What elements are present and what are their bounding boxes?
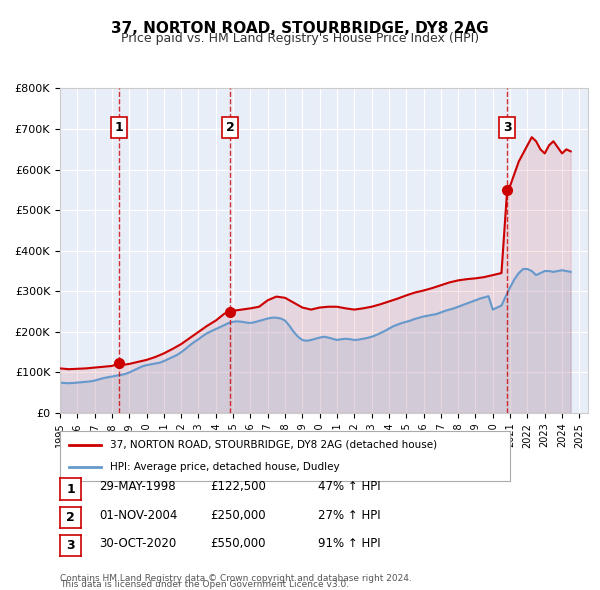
Text: 2: 2 — [226, 121, 235, 134]
Text: 29-MAY-1998: 29-MAY-1998 — [99, 480, 176, 493]
Text: 1: 1 — [115, 121, 124, 134]
Text: 1: 1 — [66, 483, 75, 496]
Text: 37, NORTON ROAD, STOURBRIDGE, DY8 2AG: 37, NORTON ROAD, STOURBRIDGE, DY8 2AG — [111, 21, 489, 35]
Text: £250,000: £250,000 — [210, 509, 266, 522]
Text: 01-NOV-2004: 01-NOV-2004 — [99, 509, 178, 522]
Text: 3: 3 — [66, 539, 75, 552]
Text: 3: 3 — [503, 121, 511, 134]
Text: 91% ↑ HPI: 91% ↑ HPI — [318, 537, 380, 550]
Text: 47% ↑ HPI: 47% ↑ HPI — [318, 480, 380, 493]
Text: 2: 2 — [66, 511, 75, 524]
Text: 37, NORTON ROAD, STOURBRIDGE, DY8 2AG (detached house): 37, NORTON ROAD, STOURBRIDGE, DY8 2AG (d… — [110, 440, 437, 450]
Text: Contains HM Land Registry data © Crown copyright and database right 2024.: Contains HM Land Registry data © Crown c… — [60, 574, 412, 583]
Text: 30-OCT-2020: 30-OCT-2020 — [99, 537, 176, 550]
Text: Price paid vs. HM Land Registry's House Price Index (HPI): Price paid vs. HM Land Registry's House … — [121, 32, 479, 45]
Text: HPI: Average price, detached house, Dudley: HPI: Average price, detached house, Dudl… — [110, 462, 339, 472]
Text: £122,500: £122,500 — [210, 480, 266, 493]
Text: £550,000: £550,000 — [210, 537, 265, 550]
Text: This data is licensed under the Open Government Licence v3.0.: This data is licensed under the Open Gov… — [60, 580, 349, 589]
Text: 27% ↑ HPI: 27% ↑ HPI — [318, 509, 380, 522]
